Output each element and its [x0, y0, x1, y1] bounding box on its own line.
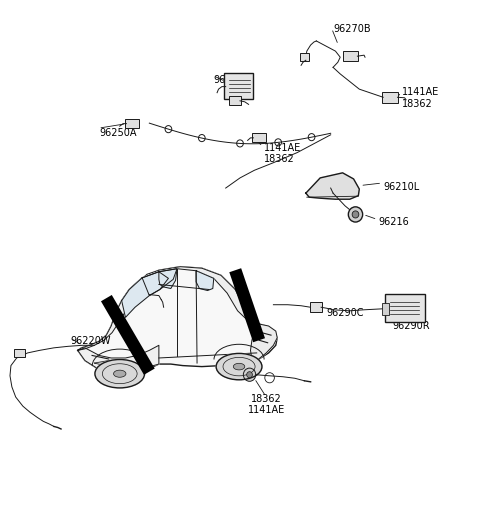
- FancyBboxPatch shape: [228, 97, 241, 106]
- Circle shape: [247, 372, 252, 378]
- FancyBboxPatch shape: [310, 302, 322, 312]
- FancyBboxPatch shape: [382, 303, 389, 315]
- FancyBboxPatch shape: [224, 74, 253, 100]
- Text: 1141AE
18362: 1141AE 18362: [402, 87, 440, 108]
- Text: 18362
1141AE: 18362 1141AE: [248, 393, 285, 415]
- Polygon shape: [121, 267, 254, 320]
- Polygon shape: [159, 269, 177, 289]
- Ellipse shape: [114, 371, 126, 378]
- FancyBboxPatch shape: [300, 54, 309, 62]
- FancyBboxPatch shape: [385, 294, 425, 322]
- FancyBboxPatch shape: [382, 93, 398, 104]
- Polygon shape: [306, 174, 360, 200]
- FancyBboxPatch shape: [14, 350, 25, 358]
- Text: 96210L: 96210L: [383, 181, 420, 191]
- Ellipse shape: [95, 360, 144, 388]
- Text: 96270A: 96270A: [214, 75, 251, 85]
- Ellipse shape: [233, 363, 245, 370]
- Polygon shape: [142, 272, 168, 296]
- Polygon shape: [95, 361, 120, 367]
- FancyBboxPatch shape: [343, 52, 359, 62]
- Polygon shape: [78, 278, 144, 351]
- Circle shape: [243, 369, 256, 382]
- Polygon shape: [121, 269, 177, 318]
- Text: 96270B: 96270B: [333, 24, 371, 34]
- Circle shape: [348, 208, 363, 222]
- FancyBboxPatch shape: [125, 119, 139, 129]
- Text: 96220W: 96220W: [71, 335, 111, 346]
- Polygon shape: [235, 285, 254, 316]
- Text: 96290C: 96290C: [326, 308, 363, 318]
- FancyBboxPatch shape: [252, 133, 266, 143]
- Polygon shape: [196, 271, 214, 291]
- Polygon shape: [78, 346, 159, 372]
- Text: 96290R: 96290R: [393, 320, 431, 330]
- Text: 1141AE
18362: 1141AE 18362: [264, 143, 301, 164]
- Polygon shape: [78, 267, 277, 372]
- Text: 96216: 96216: [378, 217, 409, 227]
- Text: 96250A: 96250A: [99, 128, 137, 138]
- Circle shape: [352, 211, 359, 218]
- Ellipse shape: [216, 354, 262, 380]
- Polygon shape: [251, 324, 277, 361]
